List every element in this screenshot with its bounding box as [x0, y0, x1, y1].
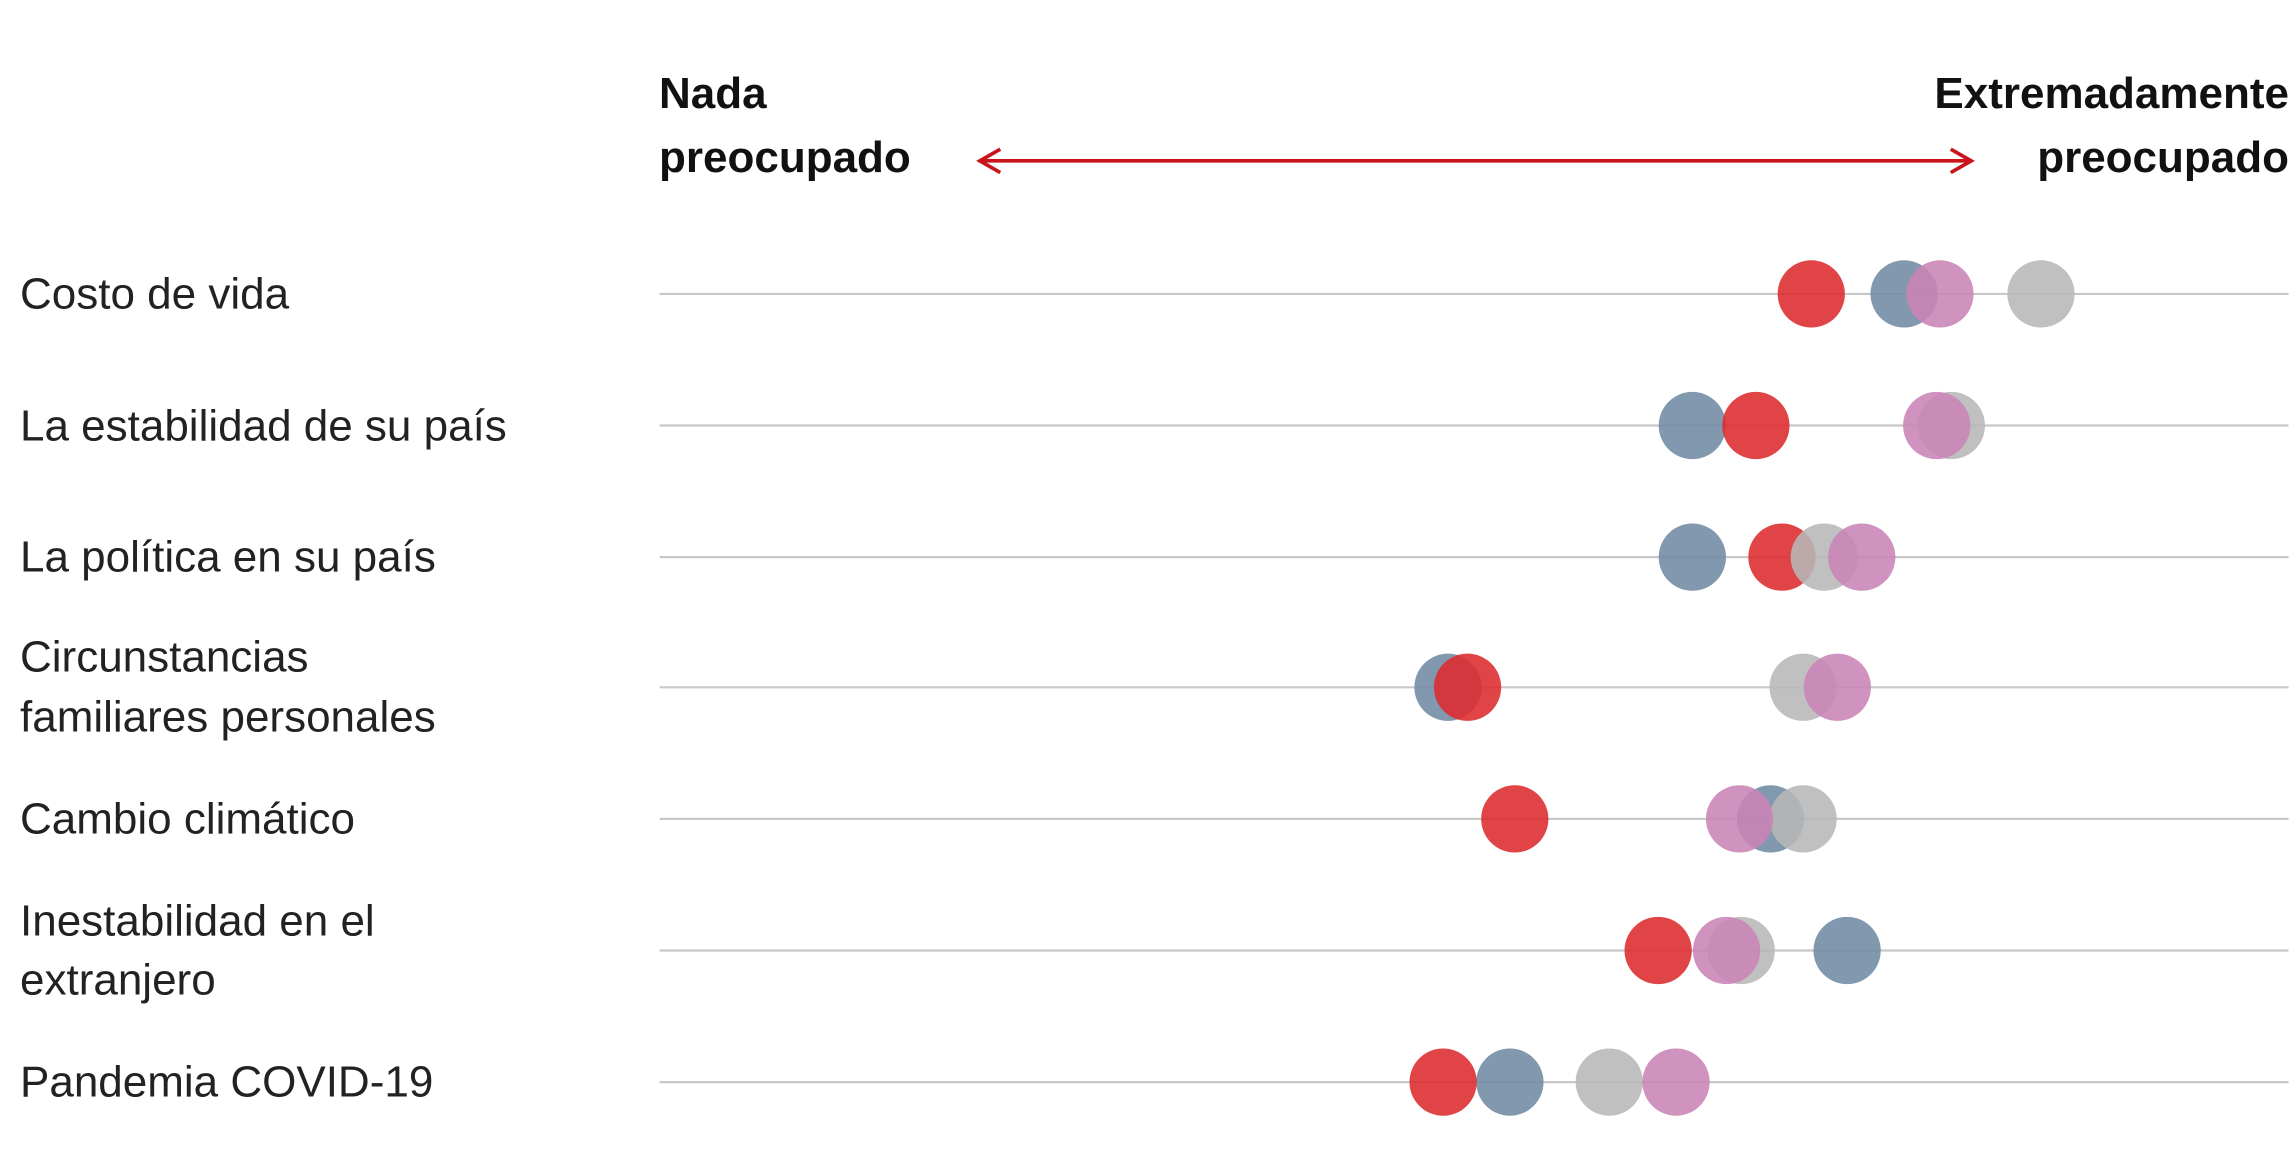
category-label: La política en su país	[20, 532, 436, 582]
dot	[1481, 785, 1549, 853]
dot	[1409, 1048, 1477, 1116]
left-header: Nada preocupado	[659, 62, 911, 190]
dot	[2007, 260, 2075, 328]
dot	[1433, 653, 1502, 721]
dot	[1476, 1048, 1544, 1116]
category-label: Inestabilidad en el extranjero	[20, 896, 375, 1005]
dot	[1658, 523, 1726, 591]
category-label: Pandemia COVID-19	[20, 1057, 434, 1107]
dot	[1906, 260, 1974, 328]
dot	[1692, 916, 1761, 985]
dot	[1705, 785, 1774, 853]
right-header-line: Extremadamente	[1934, 69, 2289, 118]
dot	[1624, 916, 1692, 985]
dot	[1722, 391, 1790, 460]
scale-arrow	[976, 147, 1975, 175]
dot	[1777, 260, 1845, 328]
category-label: Circunstancias familiares personales	[20, 632, 436, 742]
right-header-line: preocupado	[2037, 132, 2289, 182]
category-label: La estabilidad de su país	[20, 400, 507, 450]
right-header: Extremadamente preocupado	[1934, 62, 2289, 190]
category-label: Costo de vida	[20, 269, 290, 319]
dot	[1803, 653, 1871, 721]
dot	[1813, 916, 1881, 985]
dot	[1828, 523, 1896, 591]
dot	[1903, 391, 1971, 460]
dot	[1575, 1048, 1643, 1116]
dot	[1658, 391, 1726, 460]
left-header-line: preocupado	[659, 132, 911, 182]
category-label: Cambio climático	[20, 794, 355, 844]
dot	[1769, 785, 1837, 853]
dot	[1642, 1048, 1710, 1116]
left-header-line: Nada	[659, 69, 767, 118]
